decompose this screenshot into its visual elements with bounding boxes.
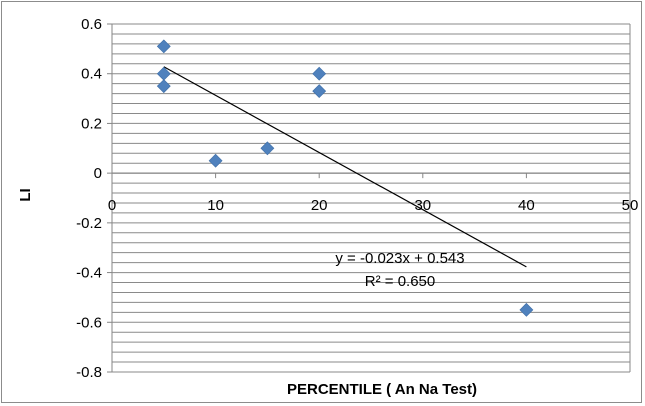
x-tick-label: 20 xyxy=(311,197,328,214)
x-tick-label: 0 xyxy=(108,197,116,214)
data-point-diamond xyxy=(312,66,327,81)
tick-labels: -0.8 -0.6 -0.4 -0.2 0 0.2 0.4 0.6 0 10 20 30 40 50 xyxy=(76,16,638,381)
y-tick-label: -0.4 xyxy=(76,265,102,282)
data-point-diamond xyxy=(208,153,223,168)
x-axis-title: PERCENTILE ( An Na Test) xyxy=(287,381,477,398)
data-point-diamond xyxy=(156,39,171,54)
data-point-diamond xyxy=(156,79,171,94)
x-tick-label: 40 xyxy=(518,197,535,214)
x-tick-label: 10 xyxy=(207,197,224,214)
data-point-diamond xyxy=(519,302,534,317)
axes xyxy=(107,23,631,373)
y-tick-label: -0.6 xyxy=(76,314,102,331)
x-tick-label: 30 xyxy=(414,197,431,214)
y-tick-label: -0.2 xyxy=(76,215,102,232)
trendline-line xyxy=(163,66,527,268)
y-tick-label: 0.2 xyxy=(81,115,102,132)
r-squared-label: R² = 0.650 xyxy=(365,273,435,290)
x-tick-label: 50 xyxy=(622,197,639,214)
y-tick-label: 0.4 xyxy=(81,66,102,83)
gridlines xyxy=(112,23,631,373)
data-points xyxy=(156,39,534,317)
y-tick-label: -0.8 xyxy=(76,364,102,381)
data-point-diamond xyxy=(260,141,275,156)
y-axis-title: LI xyxy=(17,188,34,201)
trendline xyxy=(163,66,527,268)
data-point-diamond xyxy=(312,84,327,99)
y-tick-label: 0 xyxy=(94,165,102,182)
y-tick-label: 0.6 xyxy=(81,16,102,33)
trendline-equation: y = -0.023x + 0.543 xyxy=(335,250,464,267)
